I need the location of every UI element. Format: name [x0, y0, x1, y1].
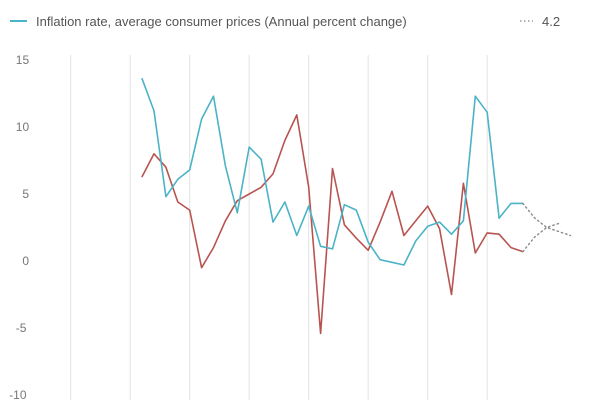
y-tick-label: 0 — [22, 254, 29, 268]
series-line-teal — [141, 78, 500, 266]
y-tick-label: -10 — [9, 388, 27, 400]
y-tick-label: -5 — [16, 321, 27, 335]
series-layer — [141, 78, 572, 335]
y-axis: 15 10 5 0 -5 -10 — [9, 53, 29, 400]
projection-line-1 — [522, 202, 572, 237]
legend-label-projection-value: 4.2 — [542, 14, 560, 29]
chart-grid — [70, 55, 488, 400]
legend-label-inflation: Inflation rate, average consumer prices … — [36, 14, 407, 29]
chart-legend: Inflation rate, average consumer prices … — [10, 14, 560, 29]
projection-line-2 — [522, 222, 560, 253]
y-tick-label: 5 — [22, 187, 29, 201]
y-tick-label: 15 — [16, 53, 30, 67]
series-line-teal-tail — [498, 202, 524, 219]
y-tick-label: 10 — [16, 120, 30, 134]
series-line-red — [141, 114, 524, 335]
